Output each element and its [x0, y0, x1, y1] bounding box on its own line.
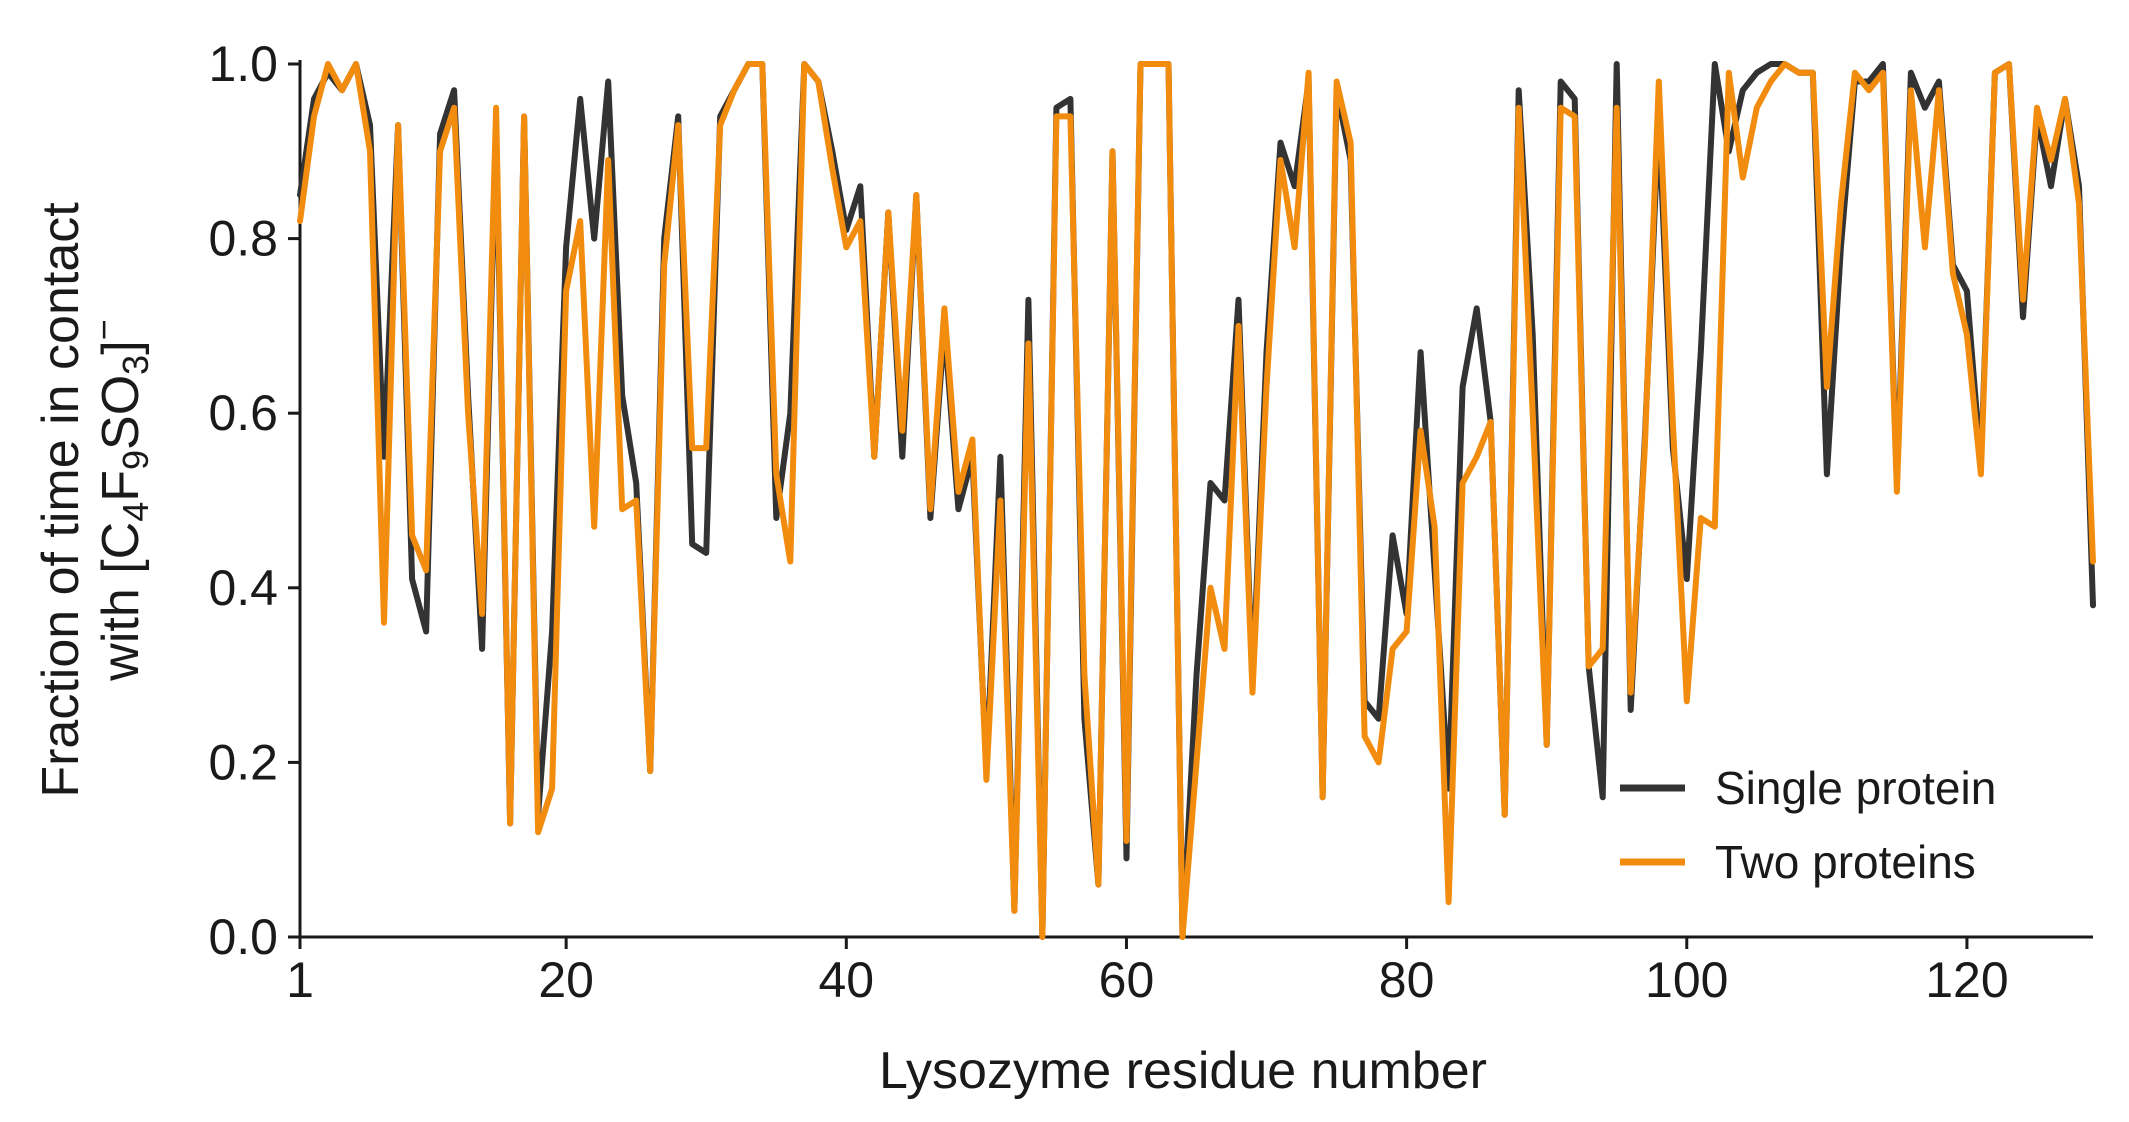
y-tick-label: 0.6: [208, 385, 278, 441]
ylabel-sub2: 9: [115, 450, 156, 470]
legend: Single protein Two proteins: [1620, 762, 1996, 888]
x-tick-label: 20: [538, 952, 594, 1008]
y-axis-title-line1: Fraction of time in contact: [32, 202, 90, 798]
ylabel-sup: −: [83, 319, 124, 340]
ylabel-sub3: 3: [115, 355, 156, 375]
x-tick-label: 80: [1379, 952, 1435, 1008]
y-axis-title-line2: with [C4F9SO3]−: [83, 319, 156, 681]
x-tick-label: 120: [1925, 952, 2008, 1008]
series-line-two-proteins: [297, 61, 2096, 940]
x-tick-label: 1: [286, 952, 314, 1008]
x-tick-label: 100: [1645, 952, 1728, 1008]
y-tick-label: 1.0: [208, 36, 278, 92]
y-axis-title: Fraction of time in contact with [C4F9SO…: [32, 202, 156, 798]
y-tick-label: 0.4: [208, 560, 278, 616]
ylabel-mid2: SO: [92, 375, 150, 450]
y-tick-label: 0.2: [208, 734, 278, 790]
ylabel-prefix: with [C: [92, 522, 150, 682]
ylabel-sub1: 4: [115, 502, 156, 522]
y-ticks: 0.0 0.2 0.4 0.6 0.8 1.0: [208, 36, 300, 965]
x-ticks: 1 20 40 60 80 100 120: [286, 937, 2009, 1008]
ylabel-suffix: ]: [92, 340, 150, 354]
y-tick-label: 0.0: [208, 909, 278, 965]
y-tick-label: 0.8: [208, 211, 278, 267]
series-lines: [297, 61, 2096, 940]
x-axis-title: Lysozyme residue number: [879, 1042, 1487, 1100]
ylabel-mid1: F: [92, 470, 150, 502]
x-tick-label: 40: [818, 952, 874, 1008]
legend-label-single-protein: Single protein: [1715, 762, 1996, 814]
x-tick-label: 60: [1099, 952, 1155, 1008]
legend-label-two-proteins: Two proteins: [1715, 836, 1976, 888]
